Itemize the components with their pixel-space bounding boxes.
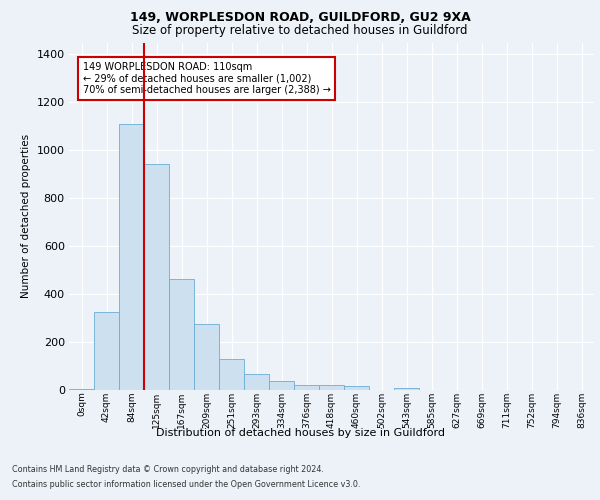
Text: Size of property relative to detached houses in Guildford: Size of property relative to detached ho… [132, 24, 468, 37]
Bar [244, 374, 269, 390]
Bar [219, 359, 244, 390]
Bar [119, 124, 144, 390]
Bar [94, 312, 119, 390]
Bar [69, 389, 94, 390]
Y-axis label: Number of detached properties: Number of detached properties [21, 134, 31, 298]
Bar [169, 278, 194, 390]
Text: 149, WORPLESDON ROAD, GUILDFORD, GU2 9XA: 149, WORPLESDON ROAD, GUILDFORD, GU2 9XA [130, 11, 470, 24]
Bar [344, 386, 369, 390]
Bar [319, 384, 344, 390]
Text: Contains public sector information licensed under the Open Government Licence v3: Contains public sector information licen… [12, 480, 361, 489]
Bar [394, 388, 419, 390]
Text: Contains HM Land Registry data © Crown copyright and database right 2024.: Contains HM Land Registry data © Crown c… [12, 465, 324, 474]
Bar [194, 324, 219, 390]
Bar [269, 381, 294, 390]
Text: 149 WORPLESDON ROAD: 110sqm
← 29% of detached houses are smaller (1,002)
70% of : 149 WORPLESDON ROAD: 110sqm ← 29% of det… [83, 62, 331, 95]
Bar [294, 384, 319, 390]
Text: Distribution of detached houses by size in Guildford: Distribution of detached houses by size … [155, 428, 445, 438]
Bar [144, 164, 169, 390]
